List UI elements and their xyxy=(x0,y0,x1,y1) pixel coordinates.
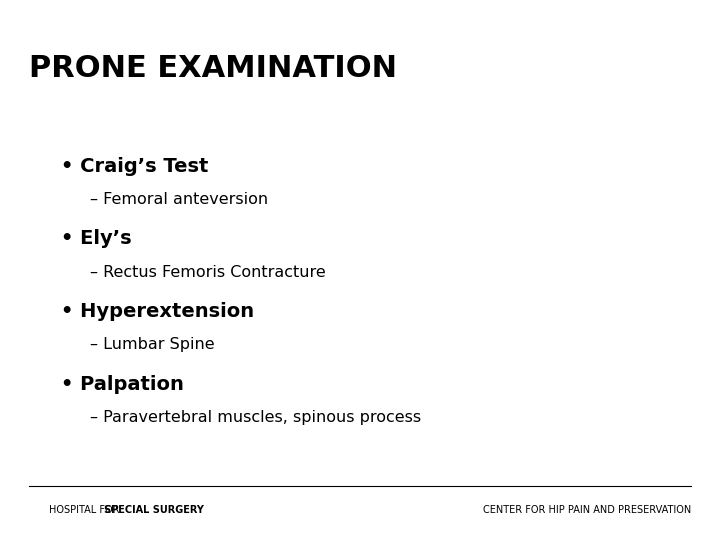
Text: – Rectus Femoris Contracture: – Rectus Femoris Contracture xyxy=(90,265,325,280)
Text: – Paravertebral muscles, spinous process: – Paravertebral muscles, spinous process xyxy=(90,410,421,426)
Text: HOSPITAL FOR: HOSPITAL FOR xyxy=(49,505,122,515)
Text: • Palpation: • Palpation xyxy=(61,375,184,394)
Text: SPECIAL SURGERY: SPECIAL SURGERY xyxy=(104,505,204,515)
Text: • Hyperextension: • Hyperextension xyxy=(61,302,254,321)
Text: PRONE EXAMINATION: PRONE EXAMINATION xyxy=(29,54,397,83)
Text: CENTER FOR HIP PAIN AND PRESERVATION: CENTER FOR HIP PAIN AND PRESERVATION xyxy=(483,505,691,515)
Text: • Craig’s Test: • Craig’s Test xyxy=(61,157,209,176)
Text: – Lumbar Spine: – Lumbar Spine xyxy=(90,338,215,353)
Text: – Femoral anteversion: – Femoral anteversion xyxy=(90,192,268,207)
Text: • Ely’s: • Ely’s xyxy=(61,230,132,248)
